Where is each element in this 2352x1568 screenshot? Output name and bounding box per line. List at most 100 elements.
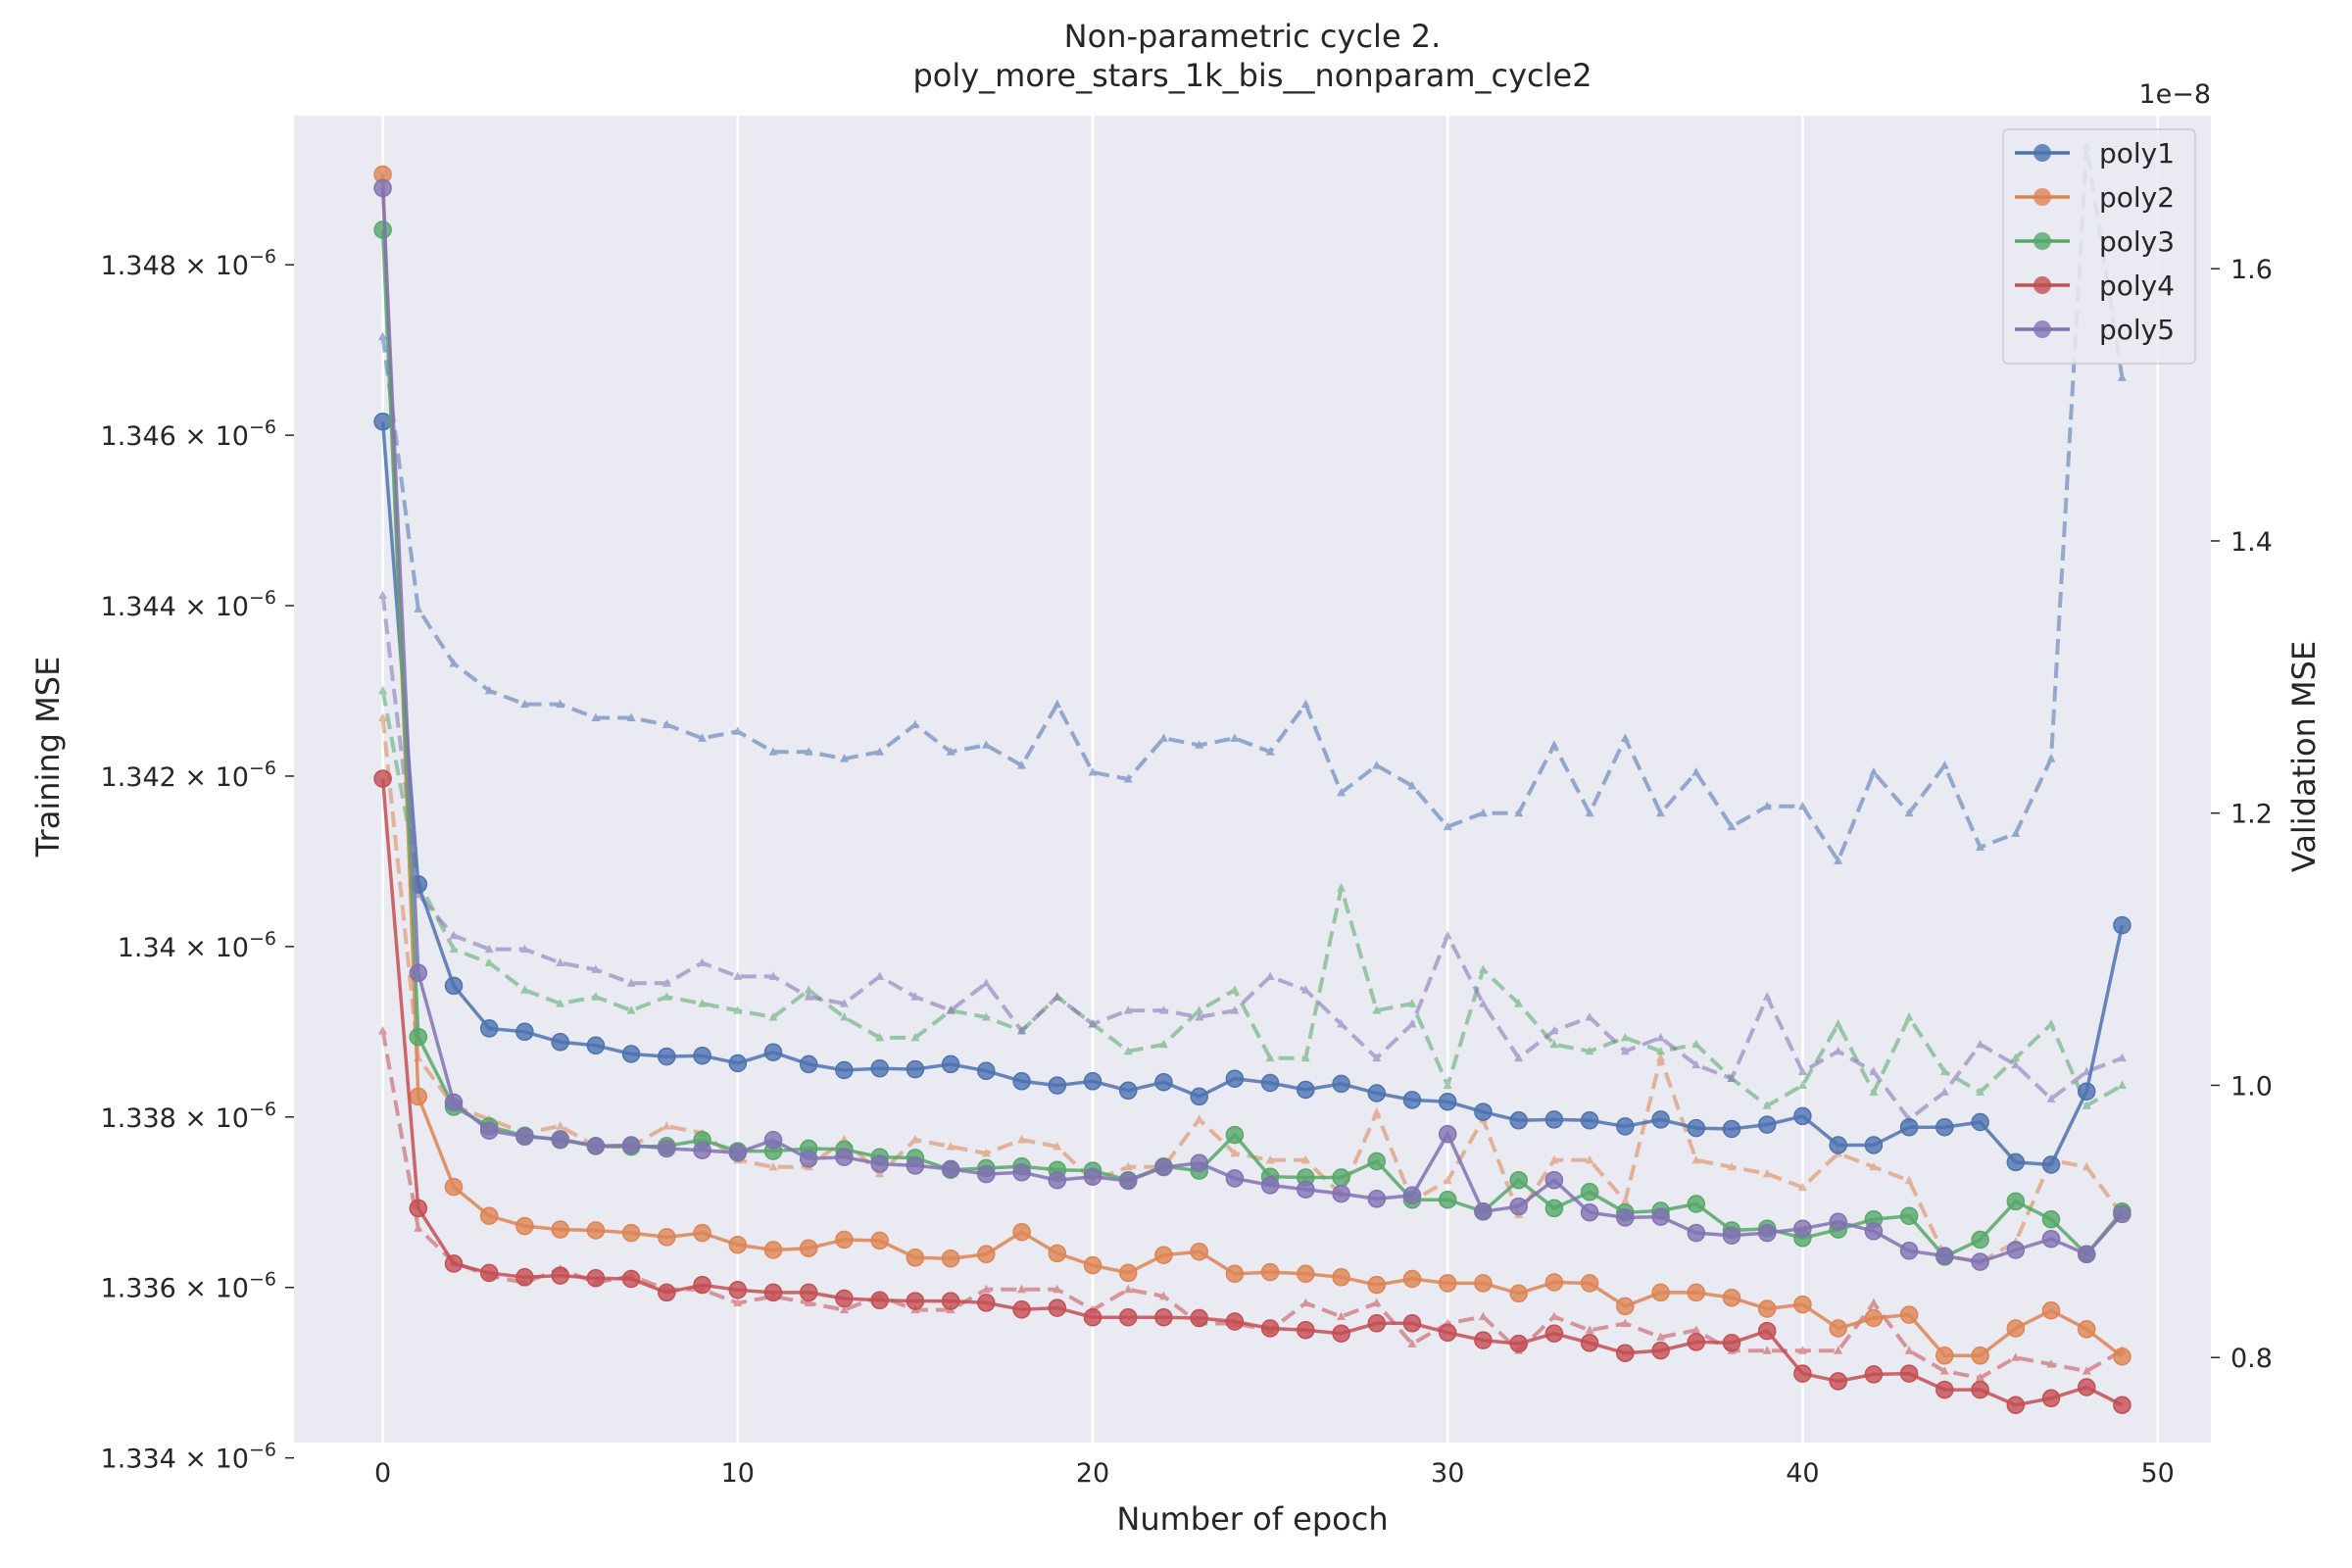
poly4-training-point — [870, 1291, 889, 1310]
poly2-validation-point — [1904, 1175, 1914, 1185]
poly2-training-point — [515, 1216, 534, 1236]
poly1-training-point — [1225, 1069, 1245, 1088]
poly1-validation-point — [2117, 372, 2127, 381]
poly1-training-point — [444, 976, 464, 996]
poly3-validation-point — [768, 1012, 778, 1021]
poly3-validation-point — [519, 985, 529, 994]
poly5-validation-point — [1727, 1073, 1737, 1083]
poly4-training-point — [1793, 1364, 1812, 1383]
poly1-training-point — [728, 1054, 748, 1073]
poly4-training-point — [1829, 1372, 1847, 1391]
poly1-training-point — [1118, 1081, 1138, 1101]
poly5-validation-point — [875, 971, 885, 980]
poly1-training-point — [1864, 1136, 1884, 1154]
poly5-training-point — [1048, 1170, 1067, 1190]
poly4-training-point — [1899, 1364, 1919, 1383]
poly4-training-point — [728, 1281, 748, 1299]
poly1-training-point — [586, 1036, 606, 1055]
poly5-training-point — [1580, 1202, 1599, 1222]
poly4-validation-point — [2046, 1359, 2056, 1368]
poly5-validation-point — [556, 957, 565, 966]
poly4-training-point — [1687, 1333, 1706, 1351]
poly2-validation-point — [1265, 1154, 1275, 1164]
poly3-validation-point — [626, 1005, 636, 1014]
poly1-training-point — [835, 1060, 854, 1080]
poly1-training-point — [1154, 1072, 1173, 1092]
poly3-training-point — [1899, 1206, 1919, 1225]
poly3-training-point — [2006, 1192, 2026, 1211]
poly5-training-point — [1332, 1184, 1350, 1203]
poly4-training-point — [1509, 1334, 1528, 1353]
poly4-validation-point — [1017, 1284, 1027, 1294]
poly4-training-point — [1118, 1307, 1138, 1327]
poly4-training-point — [941, 1292, 960, 1310]
y2-axis-ticks: 0.8 1.0 1.2 1.4 1.6 — [2211, 255, 2273, 1374]
poly1-validation-point — [1549, 740, 1559, 749]
poly5-validation-point — [1620, 1046, 1630, 1055]
poly5-validation-point — [1834, 1046, 1843, 1055]
legend-box — [2002, 128, 2196, 365]
poly2-training-point — [2113, 1347, 2132, 1366]
poly3-validation-point — [1123, 1046, 1133, 1055]
poly1-training-series — [373, 412, 2132, 1174]
poly2-training-point — [1757, 1299, 1777, 1318]
poly1-validation-point — [1265, 747, 1275, 756]
poly2-validation-point — [1620, 1196, 1630, 1205]
poly4-training-point — [515, 1268, 534, 1287]
poly1-validation-point — [1017, 760, 1027, 769]
poly2-training-point — [1899, 1305, 1919, 1324]
poly5-training-point — [1509, 1197, 1528, 1216]
poly1-validation-point — [1585, 808, 1594, 817]
poly1-training-point — [870, 1058, 889, 1078]
poly5-validation-point — [946, 1005, 956, 1014]
x-tick-label: 10 — [721, 1458, 755, 1489]
poly5-validation-point — [1691, 1059, 1701, 1069]
poly1-validation-point — [556, 699, 565, 709]
poly4-training-point — [1438, 1323, 1457, 1343]
poly3-validation-point — [591, 992, 601, 1001]
poly5-training-point — [1367, 1190, 1387, 1208]
poly2-training-point — [409, 1087, 428, 1106]
poly1-validation-point — [1869, 767, 1879, 776]
poly2-training-point — [1048, 1244, 1067, 1263]
legend-item-poly4: poly4 — [2015, 270, 2175, 302]
poly2-training-point — [1509, 1284, 1528, 1303]
poly2-validation-point — [1053, 1141, 1062, 1151]
poly4-validation-point — [378, 1025, 388, 1035]
poly5-training-point — [1971, 1252, 1989, 1271]
y-tick-label: 1.34 × 10−6 — [118, 928, 276, 963]
poly1-validation-point — [2046, 754, 2056, 762]
poly5-validation-point — [1230, 1005, 1240, 1014]
poly1-training-point — [2041, 1155, 2061, 1174]
poly3-validation-point — [1337, 883, 1347, 892]
poly3-validation-point — [1585, 1046, 1594, 1055]
poly3-validation-point — [1620, 1032, 1630, 1042]
poly5-validation-point — [1656, 1032, 1666, 1042]
poly4-training-point — [1048, 1298, 1067, 1317]
poly4-training-point — [2113, 1396, 2132, 1414]
poly4-validation-point — [804, 1298, 813, 1307]
poly3-validation-point — [698, 999, 708, 1007]
poly5-training-point — [1297, 1180, 1315, 1199]
poly1-training-point — [621, 1045, 641, 1063]
poly5-training-point — [835, 1148, 854, 1166]
x-tick-label: 30 — [1431, 1458, 1464, 1489]
poly5-training-point — [621, 1136, 641, 1154]
poly2-training-point — [1722, 1288, 1741, 1307]
poly5-validation-point — [804, 992, 813, 1001]
training-series-group — [373, 165, 2132, 1414]
poly5-training-point — [2113, 1204, 2132, 1224]
poly4-validation-point — [1337, 1311, 1347, 1321]
poly3-validation-point — [1478, 964, 1488, 973]
legend-item-poly3: poly3 — [2015, 225, 2175, 258]
poly1-validation-point — [1230, 733, 1240, 742]
y2-tick-label: 0.8 — [2230, 1344, 2273, 1374]
poly4-validation-point — [2082, 1366, 2091, 1375]
poly3-validation-point — [1549, 1039, 1559, 1049]
poly4-training-point — [906, 1292, 925, 1310]
poly2-training-point — [1118, 1263, 1138, 1283]
poly3-validation-point — [1691, 1039, 1701, 1049]
poly2-training-point — [1971, 1347, 1989, 1365]
poly4-training-point — [1190, 1308, 1208, 1328]
